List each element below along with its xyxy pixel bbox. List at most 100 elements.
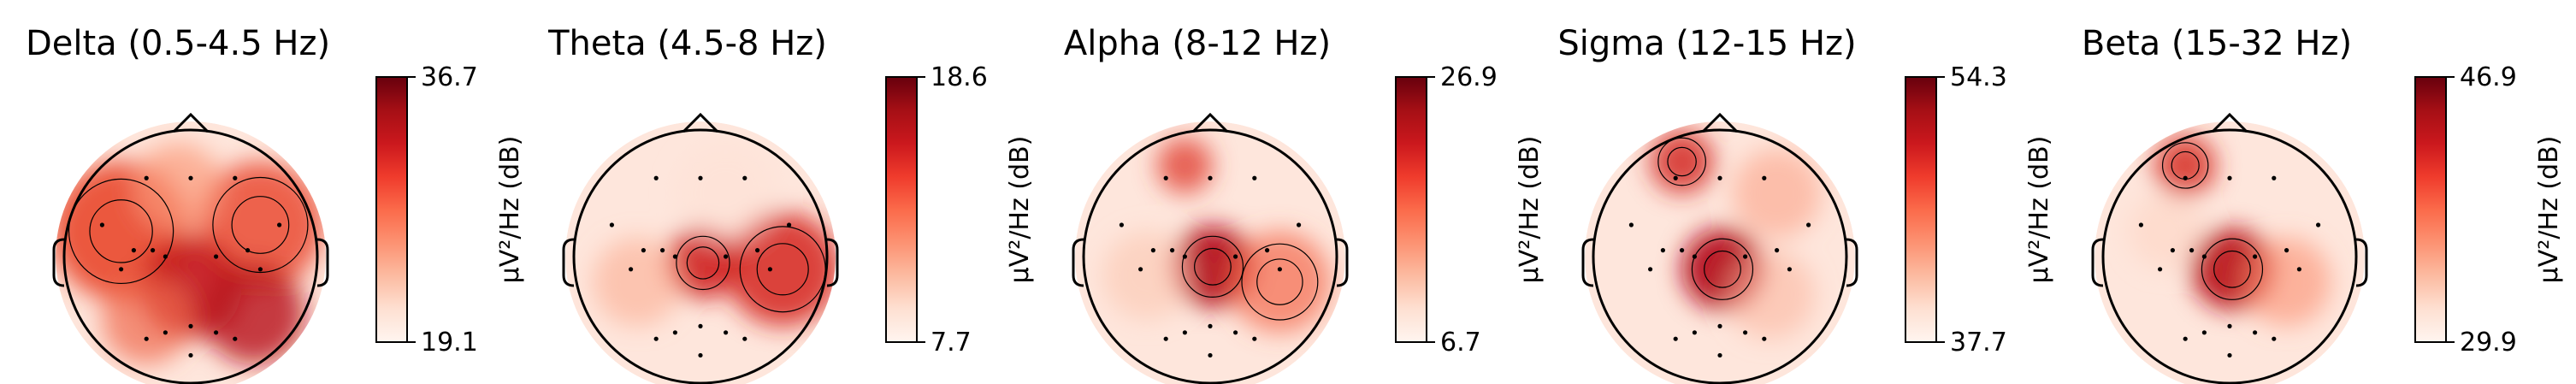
- contour-line: [756, 243, 809, 296]
- colorbar-label: µV²/Hz (dB): [2534, 136, 2564, 284]
- field-blob: [133, 142, 222, 232]
- electrode-marker: [1680, 248, 1685, 253]
- colorbar-min-label: 37.7: [1950, 328, 2007, 357]
- colorbar-max-label: 36.7: [421, 62, 478, 92]
- electrode-marker: [2170, 248, 2175, 253]
- left-ear-outline: [1581, 238, 1594, 287]
- colorbar: [2414, 76, 2447, 343]
- contour-line: [686, 246, 720, 280]
- field-blob: [2154, 134, 2216, 196]
- field-blob: [203, 263, 305, 364]
- electrode-marker: [1692, 330, 1697, 335]
- colorbar: [1905, 76, 1937, 343]
- right-ear-outline: [2355, 238, 2368, 287]
- panel-title: Beta (15-32 Hz): [2082, 24, 2352, 63]
- contour-line: [89, 199, 153, 263]
- electrode-marker: [629, 267, 634, 272]
- electrode-marker: [1265, 248, 1270, 253]
- electrode-marker: [698, 175, 703, 180]
- electrode-marker: [1163, 175, 1168, 180]
- electrode-marker: [1182, 330, 1187, 335]
- electrode-marker: [742, 175, 747, 180]
- electrode-marker: [162, 254, 168, 259]
- electrode-marker: [1138, 267, 1143, 272]
- electrode-marker: [724, 330, 729, 335]
- electrode-marker: [1762, 175, 1767, 180]
- electrode-marker: [144, 336, 149, 341]
- contour-line: [1704, 250, 1741, 288]
- topomap-panel: Theta (4.5-8 Hz) 18.6 7.7 µV²/Hz (dB): [547, 24, 1035, 384]
- electrode-marker: [1648, 267, 1653, 272]
- electrode-marker: [1163, 336, 1168, 341]
- contour-line: [212, 176, 309, 274]
- colorbar-min-label: 6.7: [1440, 328, 1481, 357]
- electrode-marker: [2183, 175, 2188, 180]
- left-ear-outline: [562, 238, 575, 287]
- electrode-marker: [1297, 222, 1302, 227]
- contour-line: [1181, 235, 1244, 298]
- contour-line: [1241, 243, 1319, 321]
- electrode-marker: [1119, 222, 1124, 227]
- electrode-marker: [2253, 330, 2258, 335]
- electrode-marker: [188, 352, 193, 358]
- panel-title: Delta (0.5-4.5 Hz): [26, 24, 330, 63]
- contour-line: [1657, 137, 1706, 186]
- electrode-marker: [641, 248, 647, 253]
- electrode-marker: [233, 175, 238, 180]
- electrode-marker: [144, 175, 149, 180]
- electrode-marker: [653, 336, 659, 341]
- panel-title: Theta (4.5-8 Hz): [547, 24, 827, 63]
- electrode-marker: [672, 330, 678, 335]
- electrode-marker: [2272, 175, 2277, 180]
- topomap-panel: Beta (15-32 Hz) 46.9 29.9 µV²/Hz (dB): [2082, 24, 2564, 384]
- topomap-field: [1075, 121, 1345, 384]
- electrode-marker: [2284, 248, 2289, 253]
- electrode-marker: [1673, 336, 1678, 341]
- electrode-marker: [1233, 330, 1238, 335]
- colorbar-label: µV²/Hz (dB): [495, 136, 525, 284]
- topomap-panel: Delta (0.5-4.5 Hz) 36.7 19.1 µV²/Hz (dB): [26, 24, 525, 384]
- nose-outline: [1701, 112, 1739, 133]
- contour-line: [676, 235, 730, 291]
- electrode-marker: [2189, 248, 2195, 253]
- nose-outline: [682, 112, 719, 133]
- electrode-marker: [1673, 175, 1678, 180]
- electrode-marker: [1692, 254, 1697, 259]
- electrode-marker: [1252, 336, 1257, 341]
- topomap-field: [565, 121, 836, 384]
- electrode-marker: [2227, 352, 2232, 358]
- electrode-marker: [1717, 352, 1722, 358]
- nose-outline: [172, 112, 210, 133]
- contour-line: [1667, 146, 1697, 177]
- colorbar-max-label: 18.6: [931, 62, 988, 92]
- head-outline: [1082, 128, 1338, 384]
- topomap-panel: Sigma (12-15 Hz) 54.3 37.7 µV²/Hz (dB): [1557, 24, 2054, 384]
- left-ear-outline: [52, 238, 65, 287]
- left-ear-outline: [1072, 238, 1084, 287]
- field-blob: [593, 237, 682, 327]
- electrode-marker: [2253, 254, 2258, 259]
- colorbar-max-label: 26.9: [1440, 62, 1498, 92]
- colorbar: [375, 76, 408, 343]
- electrode-marker: [99, 222, 104, 227]
- contour-line: [1194, 247, 1232, 286]
- contour-line: [231, 196, 290, 254]
- electrode-marker: [119, 267, 124, 272]
- electrode-marker: [1233, 254, 1238, 259]
- topomap-panel: Alpha (8-12 Hz) 26.9 6.7 µV²/Hz (dB): [1064, 24, 1545, 384]
- right-ear-outline: [316, 238, 329, 287]
- head-outline: [62, 128, 319, 384]
- electrode-marker: [1762, 336, 1767, 341]
- field-blob: [1726, 250, 1815, 340]
- panel-title: Alpha (8-12 Hz): [1064, 24, 1331, 63]
- electrode-marker: [1743, 330, 1748, 335]
- field-blob: [1102, 231, 1191, 321]
- contour-line: [2201, 238, 2264, 300]
- colorbar: [1395, 76, 1427, 343]
- electrode-marker: [2138, 222, 2143, 227]
- electrode-marker: [151, 248, 156, 253]
- nose-outline: [2211, 112, 2248, 133]
- contour-line: [2213, 250, 2251, 288]
- electrode-marker: [787, 222, 792, 227]
